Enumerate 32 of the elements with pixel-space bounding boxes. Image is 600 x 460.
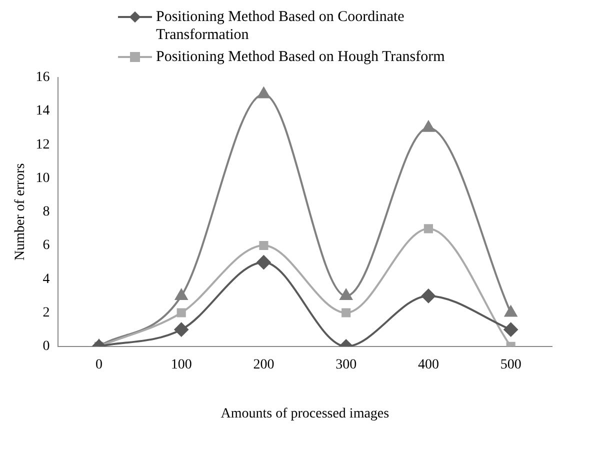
point bbox=[340, 288, 352, 300]
x-tick-label: 100 bbox=[170, 357, 192, 372]
point bbox=[504, 306, 518, 317]
legend-label: Positioning Method Based on Hough Transform bbox=[156, 48, 445, 66]
x-tick-label: 400 bbox=[418, 357, 439, 372]
point bbox=[256, 255, 271, 270]
point bbox=[176, 308, 186, 318]
point bbox=[258, 87, 270, 98]
point bbox=[175, 288, 188, 300]
x-tick-label: 300 bbox=[336, 357, 357, 372]
point bbox=[342, 308, 351, 318]
y-tick-label: 12 bbox=[36, 137, 50, 152]
y-tick-label: 4 bbox=[42, 272, 50, 287]
y-axis-title: Number of errors bbox=[13, 163, 28, 260]
point bbox=[421, 288, 436, 303]
point bbox=[504, 322, 518, 337]
y-tick-label: 14 bbox=[36, 104, 50, 119]
x-tick-label: 200 bbox=[253, 357, 274, 372]
x-axis-title: Amounts of processed images bbox=[220, 406, 390, 422]
point bbox=[422, 120, 435, 132]
point bbox=[174, 322, 188, 337]
point bbox=[424, 224, 433, 234]
y-tick-label: 6 bbox=[42, 238, 50, 254]
y-tick-label: 8 bbox=[42, 204, 50, 220]
y-tick-label: 2 bbox=[42, 305, 50, 320]
x-tick-label: 0 bbox=[95, 357, 102, 372]
legend-label: Positioning Method Based on Coordinate Transformation bbox=[156, 8, 406, 44]
y-tick-label: 10 bbox=[36, 170, 50, 186]
point bbox=[259, 240, 268, 250]
x-tick-label: 500 bbox=[500, 357, 522, 372]
y-tick-label: 0 bbox=[42, 339, 50, 354]
y-tick-label: 16 bbox=[36, 70, 50, 86]
